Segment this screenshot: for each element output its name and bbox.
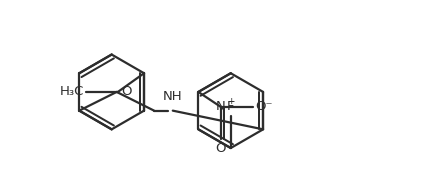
Text: F: F xyxy=(227,100,234,113)
Text: O⁻: O⁻ xyxy=(255,100,273,113)
Text: +: + xyxy=(227,98,234,106)
Text: N: N xyxy=(216,100,226,113)
Text: NH: NH xyxy=(163,90,183,103)
Text: O: O xyxy=(215,142,226,155)
Text: H₃C: H₃C xyxy=(60,85,84,98)
Text: O: O xyxy=(121,85,131,98)
